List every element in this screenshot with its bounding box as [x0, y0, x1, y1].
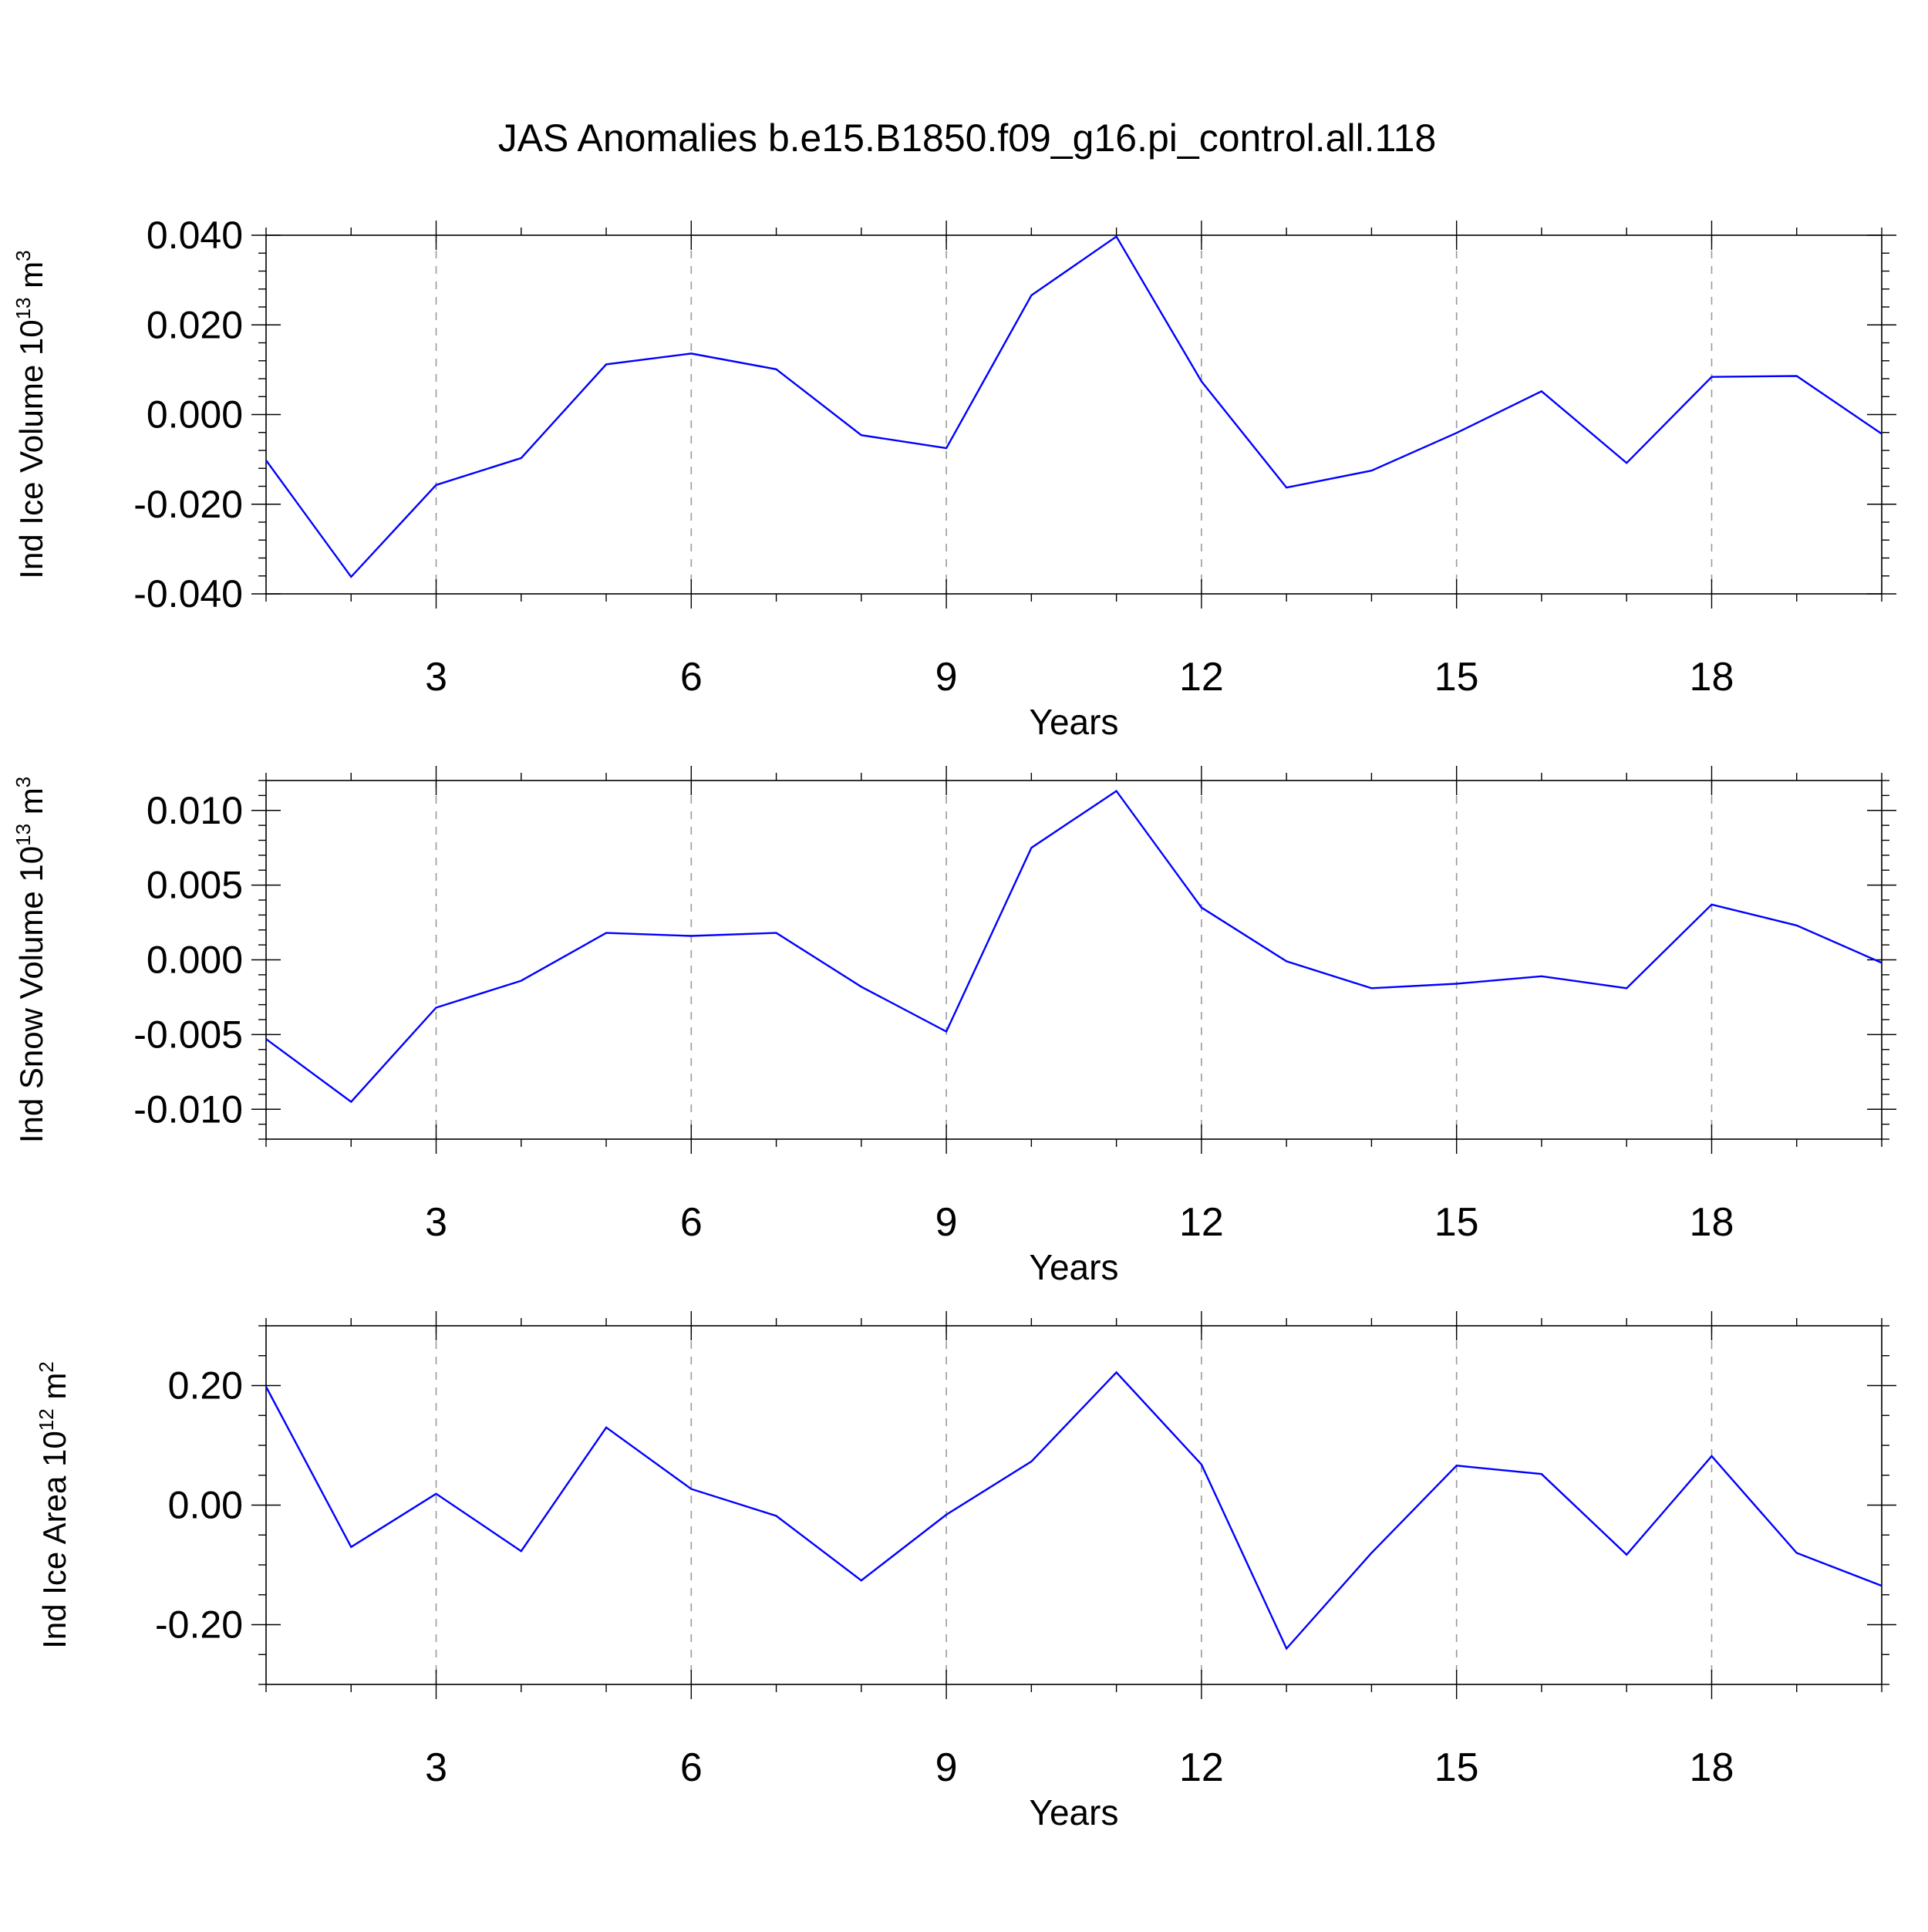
y-tick-label: -0.005: [133, 1013, 243, 1056]
x-tick-label: 9: [935, 655, 958, 700]
y-axis-label-main: Ind Snow Volume 10: [13, 846, 49, 1143]
y-tick-label: -0.040: [133, 572, 243, 615]
plot-frame: [266, 1326, 1882, 1684]
x-tick-label: 12: [1179, 655, 1224, 700]
plot-frame: [266, 235, 1882, 594]
x-tick-label: 15: [1434, 1745, 1479, 1790]
panel-2: -0.010 -0.005 0.000 0.005 0.010 3 6 9 12 15 18 Year…: [12, 766, 1896, 1287]
y-axis-label-main: Ind Ice Area 10: [36, 1431, 72, 1649]
x-tick-label: 9: [935, 1200, 958, 1245]
x-tick-label: 6: [680, 1200, 703, 1245]
y-tick-label: -0.010: [133, 1087, 243, 1131]
panel-3: -0.20 0.00 0.20 3 6 9 12 15 18 Years Ind Ice Area …: [35, 1311, 1896, 1833]
y-tick-label: 0.040: [147, 214, 243, 257]
y-axis-label-unit: m: [13, 261, 49, 298]
x-tick-label: 3: [425, 1200, 447, 1245]
y-axis-label: Ind Snow Volume 1013 m3: [12, 777, 49, 1143]
y-tick-label: 0.000: [147, 393, 243, 437]
series-line: [266, 791, 1882, 1102]
y-axis-label-main: Ind Ice Volume 10: [13, 319, 49, 578]
x-tick-label: 3: [425, 655, 447, 700]
x-tick-label: 6: [680, 1745, 703, 1790]
x-tick-label: 18: [1690, 1200, 1734, 1245]
y-axis-label: Ind Ice Volume 1013 m3: [12, 250, 49, 578]
y-axis-label-unit-exponent: 3: [12, 777, 35, 787]
x-tick-label: 18: [1690, 1745, 1734, 1790]
x-axis-label: Years: [1030, 1247, 1119, 1287]
y-axis-label: Ind Ice Area 1012 m2: [35, 1361, 72, 1649]
y-tick-label: 0.010: [147, 789, 243, 832]
x-tick-label: 18: [1690, 655, 1734, 700]
y-axis-label-unit: m: [36, 1373, 72, 1409]
y-tick-label: -0.020: [133, 483, 243, 526]
x-axis-label: Years: [1030, 702, 1119, 742]
panel-1: -0.040 -0.020 0.000 0.020 0.040 3 6 9 12 15 18 Year…: [12, 214, 1896, 742]
series-line: [266, 237, 1882, 577]
y-tick-label: 0.005: [147, 864, 243, 907]
y-tick-label: 0.000: [147, 939, 243, 982]
series-line: [266, 1372, 1882, 1648]
y-axis-label-unit-exponent: 2: [35, 1361, 58, 1372]
x-axis-label: Years: [1030, 1792, 1119, 1833]
y-tick-label: 0.20: [168, 1364, 243, 1408]
x-tick-label: 12: [1179, 1200, 1224, 1245]
y-axis-label-exponent: 13: [12, 824, 35, 846]
y-axis-label-unit: m: [13, 787, 49, 824]
x-tick-label: 15: [1434, 1200, 1479, 1245]
x-tick-label: 12: [1179, 1745, 1224, 1790]
plot-frame: [266, 781, 1882, 1139]
y-axis-label-exponent: 12: [35, 1408, 58, 1431]
y-tick-label: 0.00: [168, 1484, 243, 1527]
x-tick-label: 3: [425, 1745, 447, 1790]
y-axis-label-unit-exponent: 3: [12, 250, 35, 261]
y-tick-label: 0.020: [147, 303, 243, 346]
x-tick-label: 15: [1434, 655, 1479, 700]
y-tick-label: -0.20: [155, 1603, 243, 1647]
x-tick-label: 9: [935, 1745, 958, 1790]
y-axis-label-exponent: 13: [12, 297, 35, 319]
x-tick-label: 6: [680, 655, 703, 700]
chart-title: JAS Anomalies b.e15.B1850.f09_g16.pi_con…: [498, 116, 1437, 160]
